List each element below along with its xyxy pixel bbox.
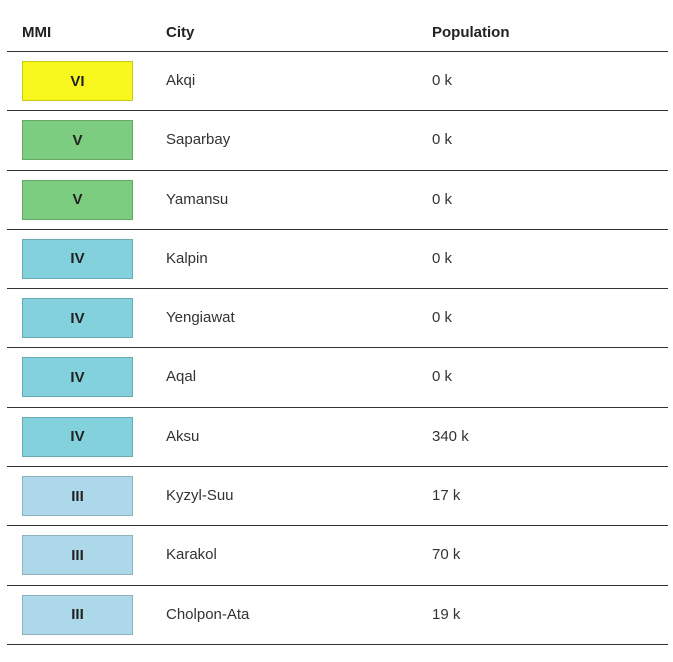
table-row: IV Aqal 0 k <box>7 348 668 408</box>
city-cell: Karakol <box>166 546 217 564</box>
city-cell: Aqal <box>166 368 197 386</box>
table-row: VI Akqi 0 k <box>7 52 668 112</box>
city-cell: Saparbay <box>166 131 231 149</box>
header-city: City <box>166 24 195 41</box>
population-cell: 0 k <box>432 72 453 89</box>
table-row: III Cholpon-Ata 19 k <box>7 586 668 645</box>
table-row: IV Aksu 340 k <box>7 408 668 468</box>
population-cell: 0 k <box>432 309 453 327</box>
city-cell: Yamansu <box>166 190 229 208</box>
population-cell: 0 k <box>432 190 453 208</box>
mmi-intensity-badge: V <box>22 120 133 161</box>
mmi-intensity-badge: IV <box>22 238 133 279</box>
city-cell: Yengiawat <box>166 309 235 327</box>
population-cell: 70 k <box>432 546 461 564</box>
city-cell: Kyzyl-Suu <box>166 487 234 505</box>
mmi-city-table: MMI City Population VI Akqi 0 k V Saparbay 0 … <box>7 0 668 645</box>
mmi-intensity-badge: III <box>22 476 133 517</box>
city-cell: Cholpon-Ata <box>166 605 250 623</box>
population-cell: 340 k <box>432 427 469 445</box>
population-cell: 17 k <box>432 487 461 505</box>
city-cell: Kalpin <box>166 249 208 267</box>
mmi-intensity-badge: IV <box>22 416 133 457</box>
population-cell: 0 k <box>432 249 453 267</box>
table-row: V Yamansu 0 k <box>7 171 668 230</box>
city-cell: Aksu <box>166 427 200 445</box>
population-cell: 0 k <box>432 368 453 386</box>
table-row: V Saparbay 0 k <box>7 111 668 171</box>
table-header: MMI City Population <box>7 0 668 52</box>
mmi-intensity-badge: IV <box>22 298 133 339</box>
table-row: III Kyzyl-Suu 17 k <box>7 467 668 527</box>
table-row: III Karakol 70 k <box>7 526 668 586</box>
mmi-intensity-badge: VI <box>22 61 133 101</box>
mmi-intensity-badge: IV <box>22 357 133 398</box>
population-cell: 0 k <box>432 131 453 149</box>
table-row: IV Yengiawat 0 k <box>7 289 668 349</box>
mmi-intensity-badge: III <box>22 594 133 635</box>
city-cell: Akqi <box>166 72 196 89</box>
mmi-intensity-badge: III <box>22 535 133 576</box>
header-mmi: MMI <box>22 24 52 41</box>
table-body: VI Akqi 0 k V Saparbay 0 k V Yamansu 0 k IV Kalpin… <box>7 52 668 645</box>
population-cell: 19 k <box>432 605 461 623</box>
mmi-intensity-badge: V <box>22 179 133 220</box>
table-row: IV Kalpin 0 k <box>7 230 668 290</box>
header-population: Population <box>432 24 510 41</box>
